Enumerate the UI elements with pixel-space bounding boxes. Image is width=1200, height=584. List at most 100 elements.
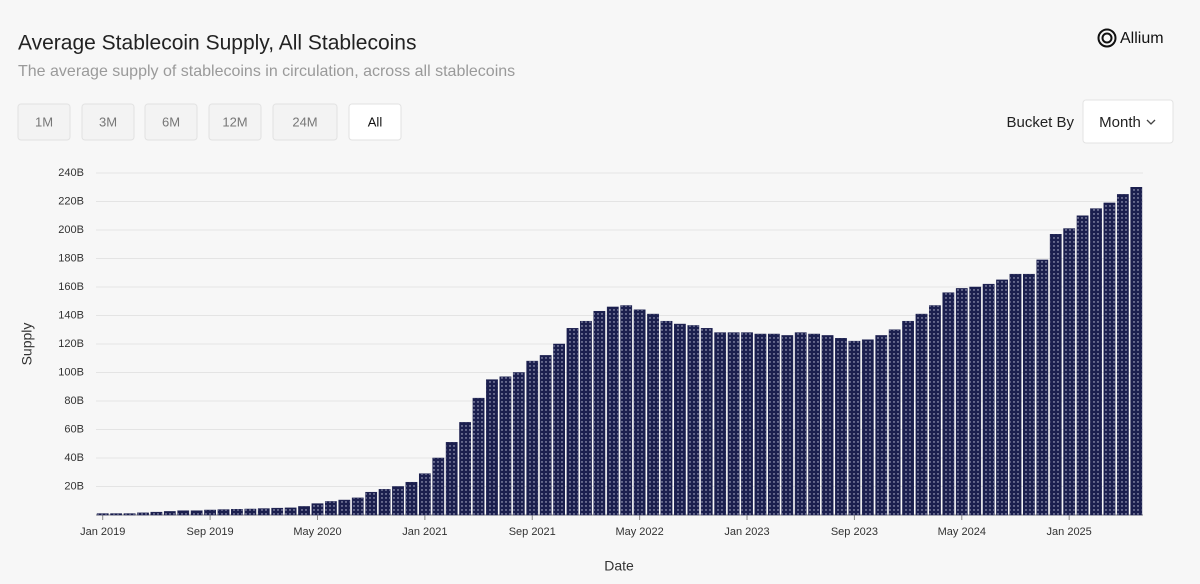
bar: [955, 288, 968, 516]
bar: [150, 511, 163, 516]
bar: [754, 333, 767, 516]
bucket-value[interactable]: Month: [1099, 114, 1141, 131]
bar: [781, 335, 794, 516]
y-tick-label: 240B: [58, 167, 84, 179]
chart-subtitle: The average supply of stablecoins in cir…: [18, 63, 515, 80]
bar: [137, 512, 149, 516]
bar: [459, 422, 472, 516]
x-tick-label: Jan 2021: [402, 526, 447, 538]
bar: [1036, 259, 1049, 516]
bar: [660, 320, 673, 516]
bar: [848, 340, 861, 516]
x-tick-label: May 2024: [938, 526, 986, 538]
bar: [902, 320, 914, 516]
brand-logo: [1101, 32, 1113, 44]
bar: [351, 497, 364, 516]
range-button-label[interactable]: All: [368, 114, 383, 129]
bar: [888, 329, 901, 516]
x-tick-label: Sep 2023: [831, 526, 878, 538]
bar: [633, 309, 646, 516]
bar: [674, 323, 686, 516]
bar: [606, 306, 619, 516]
bar: [486, 379, 498, 516]
bar: [512, 372, 525, 516]
bar: [835, 338, 847, 516]
range-button-label[interactable]: 12M: [222, 114, 247, 129]
y-tick-label: 180B: [58, 252, 84, 264]
bar: [996, 279, 1008, 516]
range-button-label[interactable]: 24M: [292, 114, 317, 129]
bar: [217, 509, 230, 516]
y-axis-label: Supply: [19, 323, 35, 366]
bucket-dropdown[interactable]: [1082, 99, 1174, 144]
y-tick-label: 220B: [58, 195, 84, 207]
bar: [969, 286, 982, 516]
bar: [1090, 208, 1102, 516]
bar: [445, 442, 458, 516]
range-button-label[interactable]: 1M: [35, 114, 53, 129]
bar: [620, 305, 633, 516]
bar: [539, 355, 552, 516]
bar: [767, 333, 780, 516]
bar: [929, 305, 941, 516]
y-tick-label: 120B: [58, 338, 84, 350]
bar: [580, 320, 592, 516]
x-tick-label: Jan 2019: [80, 526, 125, 538]
bar: [875, 335, 888, 516]
bar: [204, 509, 216, 516]
range-button[interactable]: [17, 103, 71, 141]
bar: [365, 491, 378, 516]
bar: [418, 473, 431, 516]
y-tick-label: 60B: [64, 423, 84, 435]
bucket-label: Bucket By: [1006, 114, 1074, 131]
x-tick-label: Sep 2019: [187, 526, 234, 538]
bar: [244, 508, 257, 516]
bar: [392, 486, 404, 516]
y-tick-label: 160B: [58, 281, 84, 293]
bar: [1103, 202, 1116, 516]
bar: [1063, 228, 1076, 516]
bar: [861, 339, 874, 516]
range-button[interactable]: [348, 103, 402, 141]
bar: [1023, 273, 1035, 516]
x-tick-label: Jan 2025: [1047, 526, 1092, 538]
brand-logo: [1097, 28, 1117, 48]
bar: [526, 360, 539, 516]
bar: [647, 313, 659, 516]
bar: [982, 283, 995, 516]
bar: [177, 510, 190, 516]
bar: [714, 332, 727, 516]
bar: [741, 332, 753, 516]
bar: [808, 333, 821, 516]
range-button-label[interactable]: 6M: [162, 114, 180, 129]
bar: [1116, 194, 1129, 516]
bar: [110, 513, 123, 516]
bar: [311, 503, 324, 516]
bar: [325, 501, 337, 516]
bar: [1049, 234, 1062, 516]
y-tick-label: 140B: [58, 309, 84, 321]
bar: [231, 509, 243, 516]
y-tick-label: 40B: [64, 452, 84, 464]
bar: [432, 457, 445, 516]
bar: [727, 332, 740, 516]
range-button[interactable]: [81, 103, 135, 141]
y-tick-label: 80B: [64, 395, 84, 407]
bar: [566, 328, 579, 516]
bar: [553, 343, 565, 516]
range-button[interactable]: [272, 103, 338, 141]
bar: [190, 510, 203, 516]
bar: [499, 376, 512, 516]
bar: [338, 499, 351, 516]
range-button[interactable]: [208, 103, 262, 141]
range-button[interactable]: [144, 103, 198, 141]
range-button-label[interactable]: 3M: [99, 114, 117, 129]
bar: [284, 507, 297, 516]
bar: [271, 507, 284, 516]
x-tick-label: Sep 2021: [509, 526, 556, 538]
bar: [298, 506, 310, 516]
bar: [915, 313, 928, 516]
chart-title: Average Stablecoin Supply, All Stablecoi…: [18, 32, 416, 55]
x-tick-label: May 2020: [293, 526, 341, 538]
